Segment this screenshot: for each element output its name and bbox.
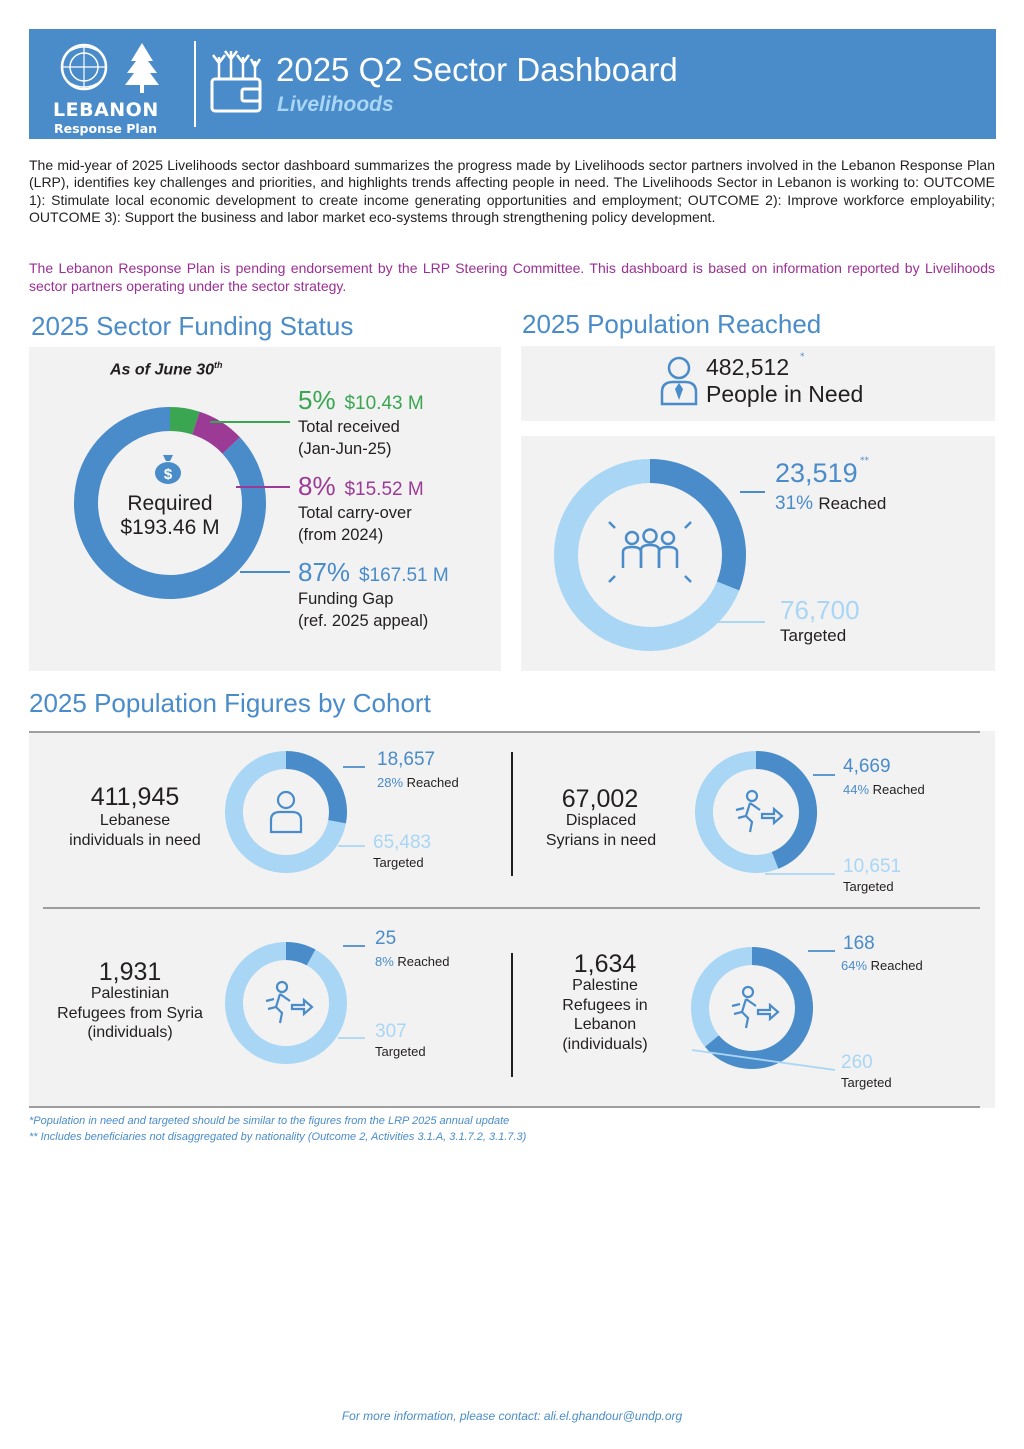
funding-leader-lines <box>210 421 290 573</box>
cohort-prl-label: Palestine Refugees in Lebanon (individuals) <box>562 977 648 1053</box>
cohort-leader-targeted-3 <box>691 1049 836 1071</box>
un-emblem-icon <box>60 43 159 93</box>
pin-footnote-mark: * <box>800 352 805 362</box>
population-section-title: 2025 Population Reached <box>522 309 822 339</box>
displaced-person-icon <box>265 980 314 1024</box>
cohort-lebanese-targeted-label: Targeted <box>373 855 424 870</box>
header-divider <box>194 41 196 127</box>
contact-info: For more information, please contact: al… <box>341 1409 683 1423</box>
cohort-lebanese-reached: 18,657 <box>377 749 436 770</box>
cohort-lebanese-pct: 28% Reached <box>377 775 459 790</box>
cohort-prs-targeted-label: Targeted <box>375 1044 426 1059</box>
page-title: 2025 Q2 Sector Dashboard <box>276 51 678 88</box>
intro-paragraph: The mid-year of 2025 Livelihoods sector … <box>29 157 995 225</box>
cohort-syrians-pct: 44% Reached <box>843 782 925 797</box>
targeted-value: 76,700 <box>780 595 860 625</box>
endorsement-note: The Lebanon Response Plan is pending end… <box>29 260 995 294</box>
as-of-date: As of June 30th <box>110 360 223 379</box>
cohort-bottom-rule <box>29 1106 980 1108</box>
cohort-lebanese-label: Lebanese individuals in need <box>69 812 201 849</box>
group-people-icon <box>608 521 692 583</box>
cohort-divider-top <box>511 752 513 876</box>
pin-panel <box>521 346 995 421</box>
cohort-prl-need: 1,634 <box>573 950 637 978</box>
cohort-syrians-reached: 4,669 <box>843 756 891 777</box>
page-subtitle: Livelihoods <box>277 93 394 116</box>
population-leader-lines <box>710 491 765 623</box>
cohort-prl-targeted-label: Targeted <box>841 1075 892 1090</box>
funding-donut-chart <box>74 407 266 599</box>
cohort-prs-targeted: 307 <box>375 1021 407 1042</box>
footnote-2: ** Includes beneficiaries not disaggrega… <box>29 1131 527 1143</box>
reached-footnote-mark: ** <box>860 456 869 466</box>
cohort-divider-bottom <box>511 953 513 1077</box>
required-funding: Required $193.46 M <box>120 492 220 539</box>
lrp-logo: LEBANON Response Plan <box>47 39 172 136</box>
cohort-prs-pct: 8% Reached <box>375 954 450 969</box>
funding-segment-2 <box>74 407 266 599</box>
cohort-section-title: 2025 Population Figures by Cohort <box>29 688 431 718</box>
logo-title: LEBANON <box>53 99 159 121</box>
money-bag-icon: $ <box>155 455 181 484</box>
funding-carryover: 8% $15.52 M Total carry-over (from 2024) <box>298 471 424 544</box>
cohort-syrians-targeted: 10,651 <box>843 856 902 877</box>
cohort-syrians-need: 67,002 <box>561 785 639 813</box>
cohort-middle-rule <box>43 907 980 909</box>
reached-arc <box>649 459 746 591</box>
cohort-prs-reached: 25 <box>375 928 397 949</box>
cohort-top-rule <box>29 731 980 733</box>
displaced-person-icon <box>731 985 780 1029</box>
cohort-syrians-targeted-label: Targeted <box>843 879 894 894</box>
funding-received: 5% $10.43 M Total received (Jan-Jun-25) <box>298 385 424 458</box>
funding-section-title: 2025 Sector Funding Status <box>31 311 354 341</box>
wallet-plant-icon <box>210 50 262 113</box>
funding-segment-0 <box>169 407 200 435</box>
displaced-person-icon <box>735 789 784 833</box>
logo-subtitle: Response Plan <box>54 121 158 136</box>
reached-percent: 31% Reached <box>775 493 887 514</box>
cohort-lebanese-need: 411,945 <box>90 783 180 811</box>
people-in-need-value: 482,512 <box>706 354 790 380</box>
svg-text:$: $ <box>164 466 173 483</box>
footnote-1: *Population in need and targeted should … <box>29 1115 510 1127</box>
cohort-lebanese-targeted: 65,483 <box>373 832 432 853</box>
reached-value: 23,519 <box>775 458 858 488</box>
cohort-prl-targeted: 260 <box>841 1052 873 1073</box>
person-icon <box>660 356 698 406</box>
cohort-reached-arc-1 <box>755 751 817 869</box>
cohort-prs-label: Palestinian Refugees from Syria (individua… <box>57 985 203 1041</box>
cohort-prl-pct: 64% Reached <box>841 958 923 973</box>
cohort-syrians-label: Displaced Syrians in need <box>545 812 657 849</box>
cohort-reached-arc-0 <box>285 751 347 824</box>
cohort-prl-reached: 168 <box>843 933 875 954</box>
funding-gap: 87% $167.51 M Funding Gap (ref. 2025 app… <box>298 557 449 630</box>
cohort-reached-arc-3 <box>705 947 813 1069</box>
population-reached-donut <box>554 459 746 651</box>
people-in-need-label: People in Need <box>706 381 864 407</box>
cohort-prs-need: 1,931 <box>98 958 162 986</box>
header-banner: LEBANON Response Plan 2025 Q2 Sector Das… <box>29 29 996 139</box>
person-icon <box>269 790 303 834</box>
cohort-reached-arc-2 <box>285 942 316 966</box>
targeted-label: Targeted <box>780 626 847 645</box>
funding-segment-1 <box>191 411 240 455</box>
cohort-targeted-ring-2 <box>225 942 347 1064</box>
